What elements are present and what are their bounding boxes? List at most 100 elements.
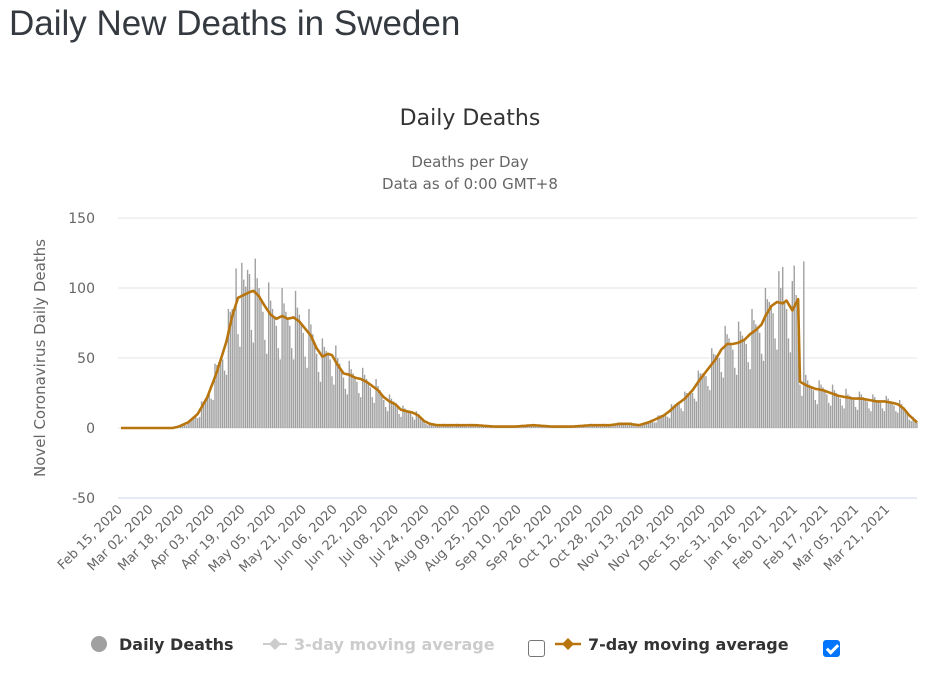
legend-label-daily-deaths: Daily Deaths (119, 635, 234, 654)
daily-deaths-bar (831, 384, 834, 428)
daily-deaths-bar (388, 394, 391, 428)
daily-deaths-bar (365, 379, 368, 428)
daily-deaths-bar (735, 374, 738, 428)
daily-deaths-bar (716, 356, 719, 428)
daily-deaths-bar (638, 425, 640, 428)
daily-deaths-bar (413, 419, 416, 428)
daily-deaths-bar (206, 397, 209, 428)
daily-deaths-bar (693, 398, 696, 428)
daily-deaths-bar (651, 421, 653, 428)
daily-deaths-bar (363, 374, 366, 428)
toggle-3-day-average-checkbox[interactable] (528, 640, 545, 657)
daily-deaths-bar (774, 338, 776, 428)
daily-deaths-bar (216, 365, 218, 428)
legend-item-daily-deaths[interactable]: Daily Deaths (91, 635, 234, 654)
daily-deaths-bar (676, 404, 678, 428)
daily-deaths-bar (764, 288, 767, 428)
daily-deaths-bar (198, 416, 201, 428)
daily-deaths-bar (712, 353, 715, 428)
daily-deaths-bar (454, 426, 456, 428)
legend-label-7-day-average: 7-day moving average (588, 635, 789, 654)
daily-deaths-bar (620, 423, 623, 428)
daily-deaths-bar (655, 422, 657, 428)
daily-deaths-bar (461, 425, 464, 428)
daily-deaths-bar (427, 425, 429, 428)
daily-deaths-bar (212, 400, 214, 428)
daily-deaths-bar (285, 311, 287, 428)
daily-deaths-bar (899, 400, 901, 428)
daily-deaths-bar (666, 416, 669, 428)
daily-deaths-bar (812, 390, 815, 428)
daily-deaths-bar (670, 404, 673, 428)
daily-deaths-bar (615, 425, 617, 428)
daily-deaths-bar (745, 344, 747, 428)
daily-deaths-bar (335, 345, 337, 428)
daily-deaths-bar (302, 332, 304, 428)
daily-deaths-bar (661, 415, 663, 428)
daily-deaths-bar (331, 376, 333, 428)
daily-deaths-bar (776, 349, 778, 428)
daily-deaths-bar (208, 394, 210, 428)
daily-deaths-bar (220, 359, 222, 428)
daily-deaths-bar (185, 425, 187, 428)
daily-deaths-bar (323, 346, 326, 428)
daily-deaths-bar (373, 402, 375, 428)
daily-deaths-bar (751, 309, 753, 428)
daily-deaths-bar (448, 425, 450, 428)
toggle-7-day-average-checkbox[interactable] (823, 640, 840, 657)
daily-deaths-bar (870, 411, 872, 428)
daily-deaths-bar (684, 391, 686, 428)
seven-day-average-line (121, 289, 918, 430)
daily-deaths-bar (785, 309, 788, 428)
daily-deaths-bar (916, 422, 918, 428)
daily-deaths-bar (906, 414, 909, 428)
daily-deaths-bar (392, 401, 395, 428)
daily-deaths-bar (348, 360, 350, 428)
daily-deaths-bar (233, 310, 235, 428)
daily-deaths-bar (223, 370, 226, 428)
legend-item-7-day-average[interactable]: 7-day moving average (555, 635, 789, 654)
daily-deaths-bar (218, 362, 220, 428)
daily-deaths-bar (613, 425, 615, 428)
y-tick-label: 100 (68, 281, 95, 297)
daily-deaths-bar (446, 425, 448, 428)
daily-deaths-bar (787, 338, 790, 428)
daily-deaths-bar (737, 321, 740, 428)
daily-deaths-bar (321, 338, 324, 428)
daily-deaths-bar (739, 331, 742, 428)
daily-deaths-bar (379, 390, 381, 428)
daily-deaths-bar (845, 388, 847, 428)
daily-deaths-bar (624, 423, 627, 428)
daily-deaths-bar (722, 377, 724, 428)
daily-deaths-bar (883, 411, 886, 428)
daily-deaths-bar (200, 401, 203, 428)
daily-deaths-bar (381, 394, 383, 428)
daily-deaths-bar (294, 290, 297, 428)
daily-deaths-bar (432, 423, 435, 428)
daily-deaths-bar (726, 334, 728, 428)
daily-deaths-bar (626, 425, 629, 428)
daily-deaths-bar (793, 265, 795, 428)
daily-deaths-bar (434, 425, 437, 428)
line-diamond-marker-icon (562, 638, 574, 650)
daily-deaths-bar (682, 411, 684, 428)
daily-deaths-bar (195, 416, 197, 428)
daily-deaths-bar (197, 418, 199, 428)
y-tick-label: 50 (77, 351, 95, 367)
chart-subtitle-line-1: Deaths per Day (411, 153, 528, 171)
y-tick-label: 150 (68, 211, 95, 227)
daily-deaths-bar (337, 358, 339, 428)
daily-deaths-bar (847, 394, 849, 428)
daily-deaths-bar (686, 393, 688, 428)
daily-deaths-bar (421, 419, 423, 428)
daily-deaths-bar (839, 398, 841, 428)
daily-deaths-bar (402, 405, 404, 428)
daily-deaths-bar (480, 426, 483, 428)
daily-deaths-bar (889, 401, 891, 428)
y-tick-label: -50 (72, 491, 95, 507)
daily-deaths-bar (350, 369, 352, 428)
legend-item-3-day-average[interactable]: 3-day moving average (263, 635, 495, 654)
daily-deaths-bar (760, 353, 763, 428)
daily-deaths-bar (649, 421, 652, 428)
